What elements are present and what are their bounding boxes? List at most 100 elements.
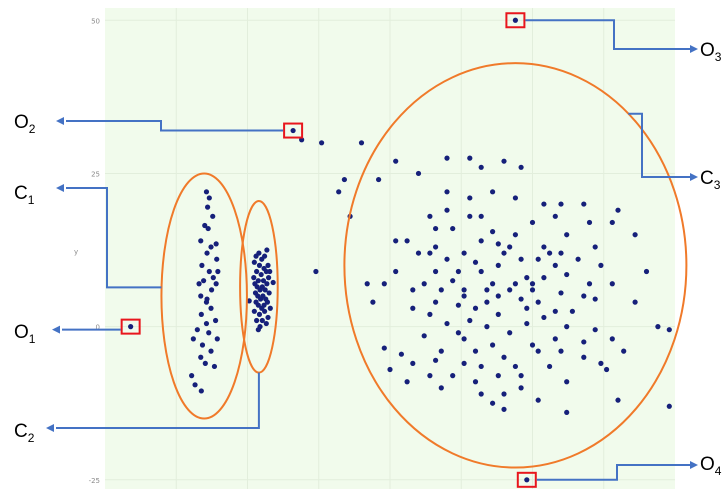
data-point <box>552 336 558 342</box>
data-point <box>341 176 347 183</box>
data-point <box>205 204 211 210</box>
data-point <box>215 268 221 275</box>
y-tick-label: 0 <box>96 324 100 332</box>
data-point <box>490 281 496 287</box>
data-point <box>512 281 519 287</box>
data-point <box>263 320 269 327</box>
data-point <box>450 225 456 232</box>
data-point <box>410 360 416 366</box>
cluster-outline <box>160 172 248 420</box>
data-point <box>251 275 257 281</box>
data-point <box>529 281 536 287</box>
data-point <box>547 363 553 370</box>
data-point <box>214 336 220 342</box>
annotation-label: C1 <box>14 183 35 207</box>
data-point <box>194 327 200 333</box>
data-point <box>586 281 593 287</box>
outlier-box <box>120 318 141 335</box>
data-point <box>484 287 490 293</box>
data-point <box>206 268 212 275</box>
data-point <box>336 189 342 195</box>
data-point <box>507 287 513 293</box>
data-point <box>529 342 536 348</box>
connector-o2 <box>66 120 284 132</box>
data-point <box>592 244 598 250</box>
data-point <box>421 281 427 287</box>
data-point <box>581 293 587 299</box>
data-point <box>201 278 207 284</box>
y-axis-ticks: 50 25 0 -25 y <box>74 17 100 485</box>
data-point <box>206 195 212 201</box>
data-point <box>265 314 271 321</box>
data-point <box>203 189 210 195</box>
connector-o4 <box>536 464 690 481</box>
y-tick-label: -25 <box>89 477 100 485</box>
data-point <box>438 385 444 391</box>
data-point <box>254 268 260 275</box>
data-point <box>512 195 519 201</box>
data-point <box>427 213 433 219</box>
data-point <box>211 363 218 370</box>
data-point <box>256 311 263 317</box>
data-point <box>495 262 501 268</box>
data-point <box>212 317 219 324</box>
arrow-head <box>52 325 60 334</box>
annotation-label: O3 <box>700 40 722 64</box>
data-point <box>478 363 484 370</box>
data-point <box>586 219 593 226</box>
data-point <box>461 250 467 256</box>
data-point <box>512 363 519 370</box>
data-point <box>198 311 204 317</box>
data-point <box>265 275 272 281</box>
data-point <box>501 406 507 412</box>
data-point <box>495 293 501 299</box>
data-point <box>564 271 570 278</box>
arrow-head <box>690 173 698 181</box>
data-point <box>393 268 399 275</box>
data-point <box>581 201 587 207</box>
data-point <box>529 287 536 293</box>
data-point <box>541 244 547 250</box>
data-point <box>472 259 479 265</box>
data-point <box>501 391 507 397</box>
connector-c2 <box>56 372 260 429</box>
data-point <box>257 287 263 293</box>
data-point <box>518 164 524 170</box>
data-point <box>264 247 270 253</box>
data-point <box>270 279 276 286</box>
outlier-point <box>512 17 519 23</box>
data-point <box>484 299 490 305</box>
data-point <box>433 299 439 305</box>
data-point <box>198 388 204 394</box>
outlier-point <box>290 127 296 134</box>
data-point <box>615 207 621 213</box>
data-point <box>433 357 439 363</box>
data-point <box>609 219 615 226</box>
data-point <box>501 158 507 164</box>
data-point <box>410 287 416 293</box>
data-point <box>370 299 376 305</box>
data-point <box>255 302 261 308</box>
data-points <box>128 17 672 483</box>
data-point <box>208 348 214 354</box>
data-point <box>255 327 261 333</box>
data-point <box>467 213 473 219</box>
data-point <box>202 360 208 366</box>
data-point <box>213 281 219 287</box>
data-point <box>213 241 219 247</box>
data-point <box>258 271 264 278</box>
data-point <box>264 299 271 305</box>
data-point <box>632 232 638 238</box>
outlier-point <box>128 324 134 330</box>
data-point <box>581 339 587 345</box>
data-point <box>313 268 319 275</box>
data-point <box>467 155 473 161</box>
annotations: O3 O2 C3 C1 O1 C2 O4 <box>14 19 722 481</box>
data-point <box>450 278 456 284</box>
data-point <box>569 308 576 314</box>
data-point <box>267 268 273 275</box>
data-point <box>467 195 473 201</box>
data-point <box>381 281 387 287</box>
data-point <box>490 229 496 235</box>
data-point <box>524 275 530 281</box>
